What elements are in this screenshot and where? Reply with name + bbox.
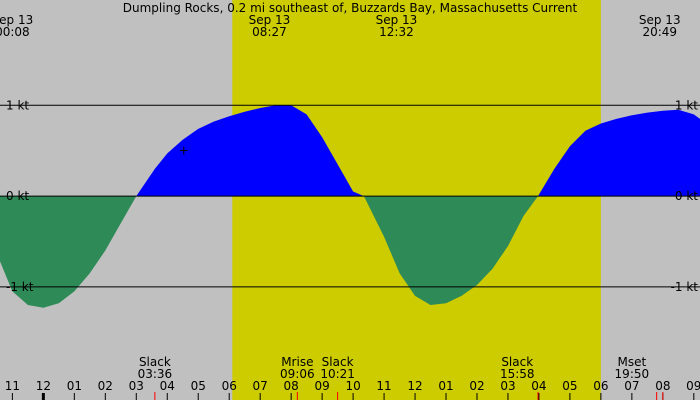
hour-tick-label: 10 — [345, 379, 360, 393]
grid-lines — [0, 104, 700, 288]
hour-tick-label: 03 — [129, 379, 144, 393]
hour-tick-label: 12 — [36, 379, 51, 393]
chart-title: Dumpling Rocks, 0.2 mi southeast of, Buz… — [123, 1, 578, 15]
flood-area — [136, 105, 700, 197]
y-label-right: -1 kt — [671, 280, 699, 294]
hour-tick-label: 09 — [314, 379, 329, 393]
top-date-label: Sep 13 — [0, 13, 33, 27]
hour-tick-label: 05 — [562, 379, 577, 393]
event-time: 09:06 — [280, 367, 315, 381]
hour-tick-label: 07 — [253, 379, 268, 393]
hour-tick-label: 08 — [284, 379, 299, 393]
y-label-right: 1 kt — [675, 98, 698, 112]
hour-tick-label: 12 — [407, 379, 422, 393]
event-time: 19:50 — [615, 367, 650, 381]
hour-tick-label: 01 — [67, 379, 82, 393]
event-name: Slack — [322, 355, 354, 369]
top-date-label: Sep 13 — [376, 13, 418, 27]
hour-tick-label: 03 — [500, 379, 515, 393]
hour-tick-label: 05 — [191, 379, 206, 393]
event-name: Slack — [139, 355, 171, 369]
plus-marker: + — [179, 144, 189, 158]
hour-ticks: 11 12 01 02 03 04 05 06 07 08 09 10 11 12 01 02 03 04 05 06… — [5, 379, 700, 400]
top-date-label: Sep 13 — [639, 13, 681, 27]
event-time: 10:21 — [320, 367, 355, 381]
event-name: Slack — [501, 355, 533, 369]
event-labels: Slack03:36Mrise09:06Slack10:21Slack15:58… — [138, 355, 650, 381]
hour-tick-label: 02 — [98, 379, 113, 393]
top-time-label: 20:49 — [642, 25, 677, 39]
hour-tick-label: 08 — [655, 379, 670, 393]
top-time-label: 08:27 — [252, 25, 287, 39]
top-time-label: 12:32 — [379, 25, 414, 39]
hour-tick-label: 04 — [160, 379, 175, 393]
hour-tick-label: 04 — [531, 379, 546, 393]
hour-tick-label: 06 — [593, 379, 608, 393]
hour-tick-label: 06 — [222, 379, 237, 393]
top-date-label: Sep 13 — [249, 13, 291, 27]
event-time: 15:58 — [500, 367, 535, 381]
y-label-right: 0 kt — [675, 189, 698, 203]
event-time: 03:36 — [138, 367, 173, 381]
hour-tick-label: 11 — [5, 379, 20, 393]
y-label: 1 kt — [6, 98, 29, 112]
y-label: 0 kt — [6, 189, 29, 203]
hour-tick-label: 11 — [376, 379, 391, 393]
event-name: Mrise — [281, 355, 313, 369]
ebb-area — [0, 196, 700, 308]
hour-tick-label: 07 — [624, 379, 639, 393]
y-label: -1 kt — [6, 280, 34, 294]
event-name: Mset — [618, 355, 647, 369]
top-time-label: 00:08 — [0, 25, 30, 39]
y-axis-labels: 1 kt 1 kt 0 kt 0 kt -1 kt -1 kt — [6, 98, 698, 294]
hour-tick-label: 02 — [469, 379, 484, 393]
hour-tick-label: 01 — [438, 379, 453, 393]
hour-tick-label: 09 — [686, 379, 700, 393]
